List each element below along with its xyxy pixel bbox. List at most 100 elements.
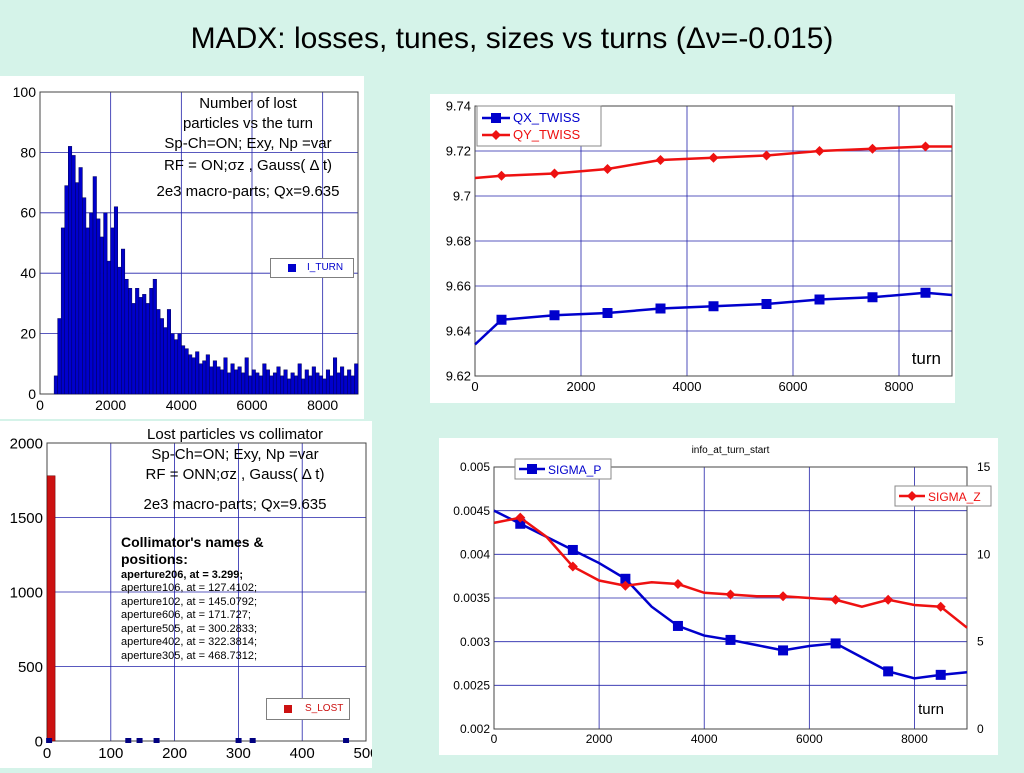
- lost-vs-turn-bar: [276, 366, 281, 395]
- tunes-point: [814, 294, 825, 305]
- sizes-xtick-label: 2000: [586, 732, 613, 746]
- lost-vs-turn-bar: [230, 363, 235, 395]
- collimator-list: Collimator's names & positions: aperture…: [121, 534, 321, 663]
- lost-vs-turn-bar: [262, 363, 267, 395]
- lost-vs-turn-bar: [82, 197, 87, 395]
- lost-vs-turn-bar: [255, 372, 260, 395]
- lost-vs-collimator-marker: [249, 738, 256, 743]
- lost-vs-turn-ytick-label: 20: [20, 326, 36, 342]
- lost-vs-turn-bar: [163, 327, 168, 395]
- sizes-ytick-label: 0.0025: [453, 679, 490, 693]
- lost-vs-turn-bar: [159, 318, 164, 395]
- tunes-point: [867, 292, 878, 303]
- tunes-point: [549, 168, 560, 179]
- lost-vs-turn-bar: [248, 375, 253, 395]
- sizes-legend-label-p: SIGMA_P: [548, 463, 601, 477]
- lost-vs-turn-bar: [241, 372, 246, 395]
- tunes-legend-box: [476, 105, 602, 147]
- lost-vs-turn-xtick-label: 6000: [236, 397, 267, 413]
- collimator-item: aperture606, at = 171.727;: [121, 609, 251, 621]
- lost-vs-collimator-xtick-label: 300: [226, 745, 251, 762]
- lost-vs-turn-bar: [223, 357, 228, 395]
- lost-vs-turn-bar: [280, 375, 285, 395]
- chart-sizes: 0 2000 4000 6000 8000 0.002 0.0025 0.003 0.0035 0…: [439, 438, 998, 755]
- lost-vs-turn-bar: [343, 375, 348, 395]
- sizes-ytick-right-label: 0: [977, 722, 984, 736]
- collimator-item: aperture305, at = 468.7312;: [121, 649, 258, 662]
- sizes-point: [935, 669, 946, 680]
- chart-lost-vs-turn-svg: 0 2000 4000 6000 8000 0 20 40 60 80 100: [13, 84, 359, 413]
- lost-vs-turn-legend: I_TURN: [270, 258, 354, 278]
- lost-vs-turn-bar: [131, 303, 136, 395]
- lost-vs-collimator-xtick-label: 0: [43, 745, 51, 762]
- lost-vs-turn-bar: [227, 372, 232, 395]
- tunes-ytick-label: 9.64: [446, 324, 471, 339]
- tunes-ytick-label: 9.72: [446, 144, 471, 159]
- lost-vs-turn-bar: [138, 297, 143, 395]
- tunes-point: [655, 303, 666, 314]
- sizes-series-line: [493, 516, 968, 629]
- lost-vs-turn-bar: [99, 236, 104, 395]
- lost-vs-turn-bar: [170, 333, 175, 395]
- sizes-point: [620, 573, 631, 584]
- lost-vs-turn-bar: [336, 372, 341, 395]
- lost-vs-collimator-marker: [136, 738, 143, 743]
- lost-vs-collimator-marker: [125, 738, 132, 743]
- lost-vs-turn-bar: [315, 372, 320, 395]
- lost-vs-turn-bar: [269, 375, 274, 395]
- lost-vs-turn-bar: [294, 375, 299, 395]
- lost-vs-turn-bar: [96, 218, 101, 395]
- lost-vs-turn-bar: [181, 345, 186, 395]
- sizes-ytick-label: 0.0035: [453, 591, 490, 605]
- lost-vs-turn-bar: [60, 227, 65, 395]
- tunes-point: [920, 287, 931, 298]
- lost-vs-turn-annotation-line: Sp-Ch=ON; Exy, Np =var: [164, 135, 332, 152]
- lost-vs-collimator-marker: [46, 738, 53, 743]
- lost-vs-turn-bar: [301, 378, 306, 395]
- lost-vs-turn-bar: [142, 294, 147, 395]
- sizes-xtick-label: 8000: [901, 732, 928, 746]
- tunes-ytick-label: 9.62: [446, 369, 471, 384]
- lost-vs-turn-ytick-label: 100: [13, 84, 37, 100]
- sizes-point: [725, 589, 736, 600]
- chart-tunes-svg: 0 2000 4000 6000 8000 9.62 9.64 9.66 9.68 9.7 9.72…: [446, 99, 953, 394]
- lost-vs-turn-bar: [244, 357, 249, 395]
- lost-vs-collimator-xtick-label: 500: [353, 745, 372, 762]
- legend-swatch-s-lost: [284, 705, 292, 713]
- lost-vs-turn-bar: [265, 369, 270, 395]
- lost-vs-turn-bar: [68, 146, 73, 395]
- lost-vs-turn-annotation: Number of lost particles vs the turn Sp-…: [133, 94, 363, 202]
- lost-vs-collimator-marker: [235, 738, 242, 743]
- legend-label-i-turn: I_TURN: [307, 262, 344, 273]
- lost-vs-collimator-xtick-label: 200: [162, 745, 187, 762]
- sizes-point: [778, 591, 789, 602]
- lost-vs-turn-bar: [152, 278, 157, 395]
- tunes-point: [920, 141, 931, 152]
- sizes-point: [883, 594, 894, 605]
- sizes-legend-marker-p: [527, 464, 537, 474]
- lost-vs-turn-bar: [297, 363, 302, 395]
- lost-vs-turn-bar: [290, 372, 295, 395]
- tunes-point: [655, 155, 666, 165]
- lost-vs-turn-bar: [308, 375, 313, 395]
- collimator-item: aperture102, at = 145.0792;: [121, 595, 258, 608]
- lost-vs-turn-bar: [166, 309, 171, 395]
- sizes-point: [567, 561, 578, 572]
- lost-vs-turn-bar: [145, 303, 150, 395]
- tunes-point: [814, 146, 825, 156]
- chart-tunes: 0 2000 4000 6000 8000 9.62 9.64 9.66 9.68 9.7 9.72…: [430, 94, 955, 403]
- lost-vs-turn-xtick-label: 4000: [166, 397, 197, 413]
- sizes-point: [830, 594, 841, 605]
- tunes-legend-label: QY_TWISS: [513, 127, 581, 142]
- lost-vs-turn-bar: [121, 248, 126, 395]
- lost-vs-turn-bar: [113, 206, 118, 395]
- sizes-point: [672, 579, 683, 590]
- lost-vs-turn-bar: [106, 260, 111, 395]
- lost-vs-turn-ytick-label: 80: [20, 144, 36, 160]
- tunes-point: [602, 308, 613, 318]
- lost-vs-turn-bar: [117, 266, 122, 395]
- sizes-point: [778, 645, 789, 656]
- sizes-xtick-label: 6000: [796, 732, 823, 746]
- tunes-xtick-label: 8000: [885, 379, 914, 394]
- sizes-point: [830, 638, 841, 649]
